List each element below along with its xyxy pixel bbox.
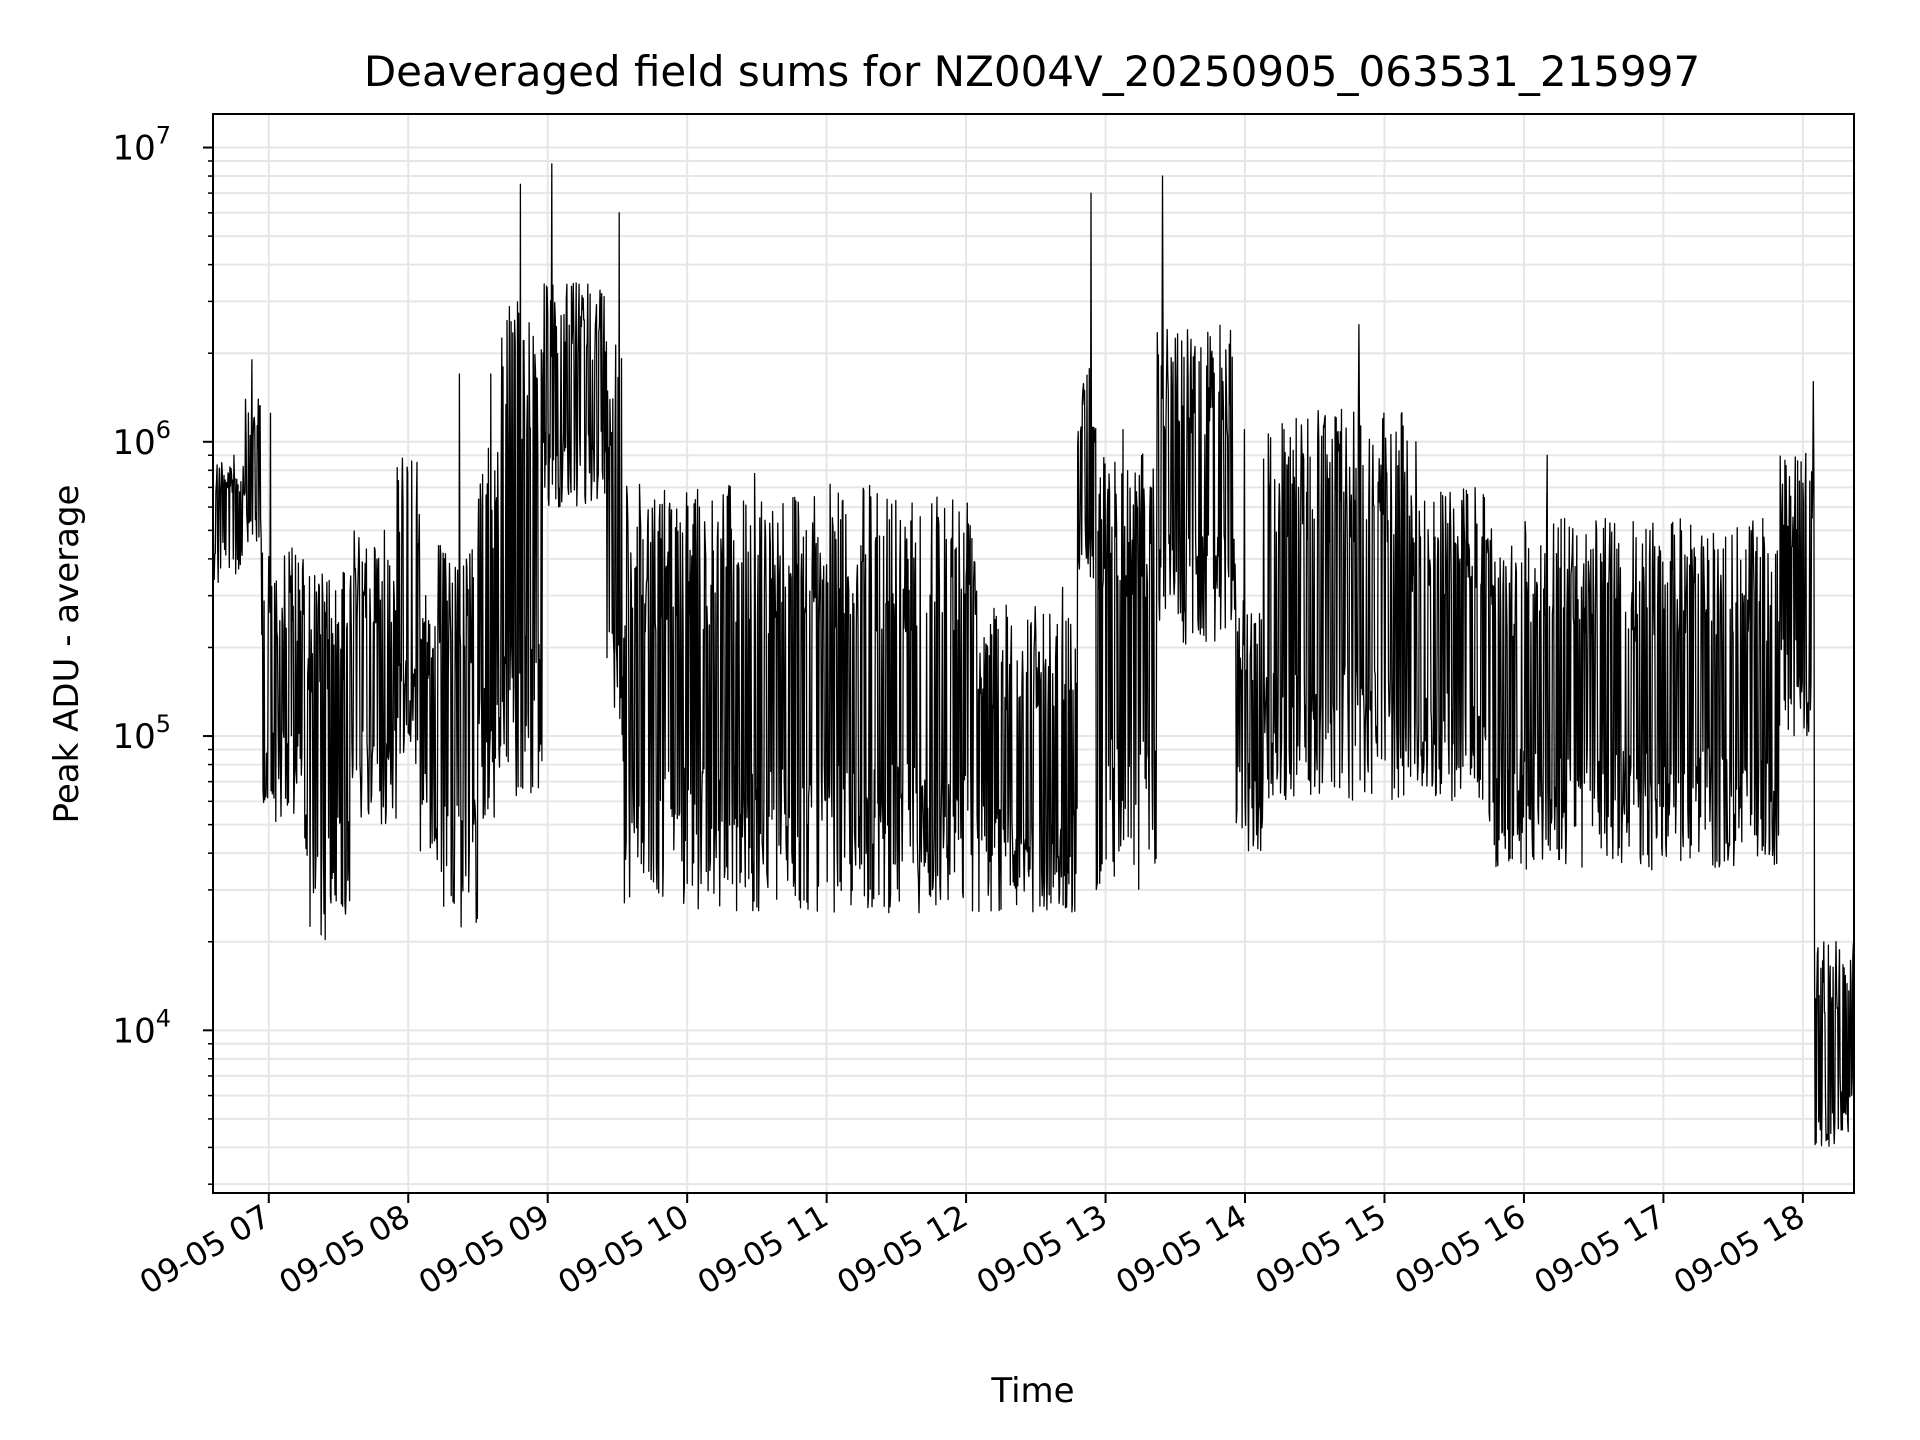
series-line (212, 163, 1855, 1147)
axes-frame (212, 113, 1855, 1194)
y-tick-label: 106 (112, 416, 171, 463)
x-tick-label: 09-05 11 (691, 1197, 835, 1302)
y-tick-label: 105 (112, 710, 171, 757)
x-tick-label: 09-05 12 (830, 1197, 974, 1302)
x-tick-label: 09-05 18 (1667, 1197, 1811, 1302)
plot-area (212, 163, 1855, 1147)
y-tick-label: 104 (112, 1004, 171, 1051)
x-tick-label: 09-05 14 (1109, 1197, 1253, 1302)
x-axis-label: Time (990, 1371, 1074, 1411)
chart-title: Deaveraged field sums for NZ004V_2025090… (364, 47, 1700, 96)
y-axis-label: Peak ADU - average (47, 485, 87, 824)
x-tick-label: 09-05 07 (133, 1197, 277, 1302)
y-tick-label: 107 (112, 122, 171, 169)
y-axis: 104 105 106 107 (112, 122, 213, 1185)
x-tick-label: 09-05 15 (1249, 1197, 1393, 1302)
x-tick-label: 09-05 10 (552, 1197, 696, 1302)
x-tick-label: 09-05 09 (412, 1197, 556, 1302)
x-tick-label: 09-05 16 (1388, 1197, 1532, 1302)
x-tick-label: 09-05 13 (970, 1197, 1114, 1302)
x-tick-label: 09-05 08 (273, 1197, 417, 1302)
x-tick-label: 09-05 17 (1528, 1197, 1672, 1302)
